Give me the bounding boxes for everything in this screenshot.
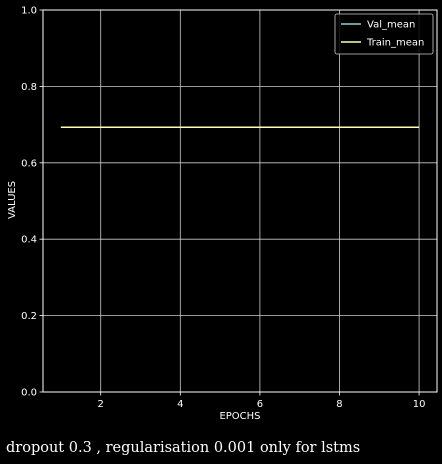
legend-label: Val_mean bbox=[367, 20, 415, 31]
x-tick-label: 4 bbox=[177, 399, 183, 410]
axes-frame bbox=[42, 9, 438, 393]
legend-label: Train_mean bbox=[366, 38, 424, 49]
y-tick-label: 0.6 bbox=[21, 158, 37, 169]
legend: Val_mean Train_mean bbox=[334, 13, 434, 55]
x-tick-label: 2 bbox=[98, 399, 104, 410]
x-axis-label: EPOCHS bbox=[219, 411, 260, 422]
y-tick-label: 1.0 bbox=[21, 6, 37, 17]
figure-caption: dropout 0.3 , regularisation 0.001 only … bbox=[6, 440, 361, 456]
x-tick-label: 6 bbox=[257, 399, 263, 410]
plot-border bbox=[42, 9, 438, 393]
x-tick-label: 8 bbox=[336, 399, 342, 410]
y-axis-ticks: 0.0 0.2 0.4 0.6 0.8 1.0 bbox=[21, 6, 43, 399]
y-tick-label: 0.8 bbox=[21, 82, 37, 93]
y-axis-label: VALUES bbox=[7, 181, 18, 219]
x-axis-ticks: 2 4 6 8 10 bbox=[98, 392, 426, 410]
x-tick-label: 10 bbox=[413, 399, 426, 410]
y-tick-label: 0.2 bbox=[21, 311, 37, 322]
y-tick-label: 0.0 bbox=[21, 388, 37, 399]
grid-lines bbox=[43, 9, 437, 393]
y-tick-label: 0.4 bbox=[21, 235, 37, 246]
